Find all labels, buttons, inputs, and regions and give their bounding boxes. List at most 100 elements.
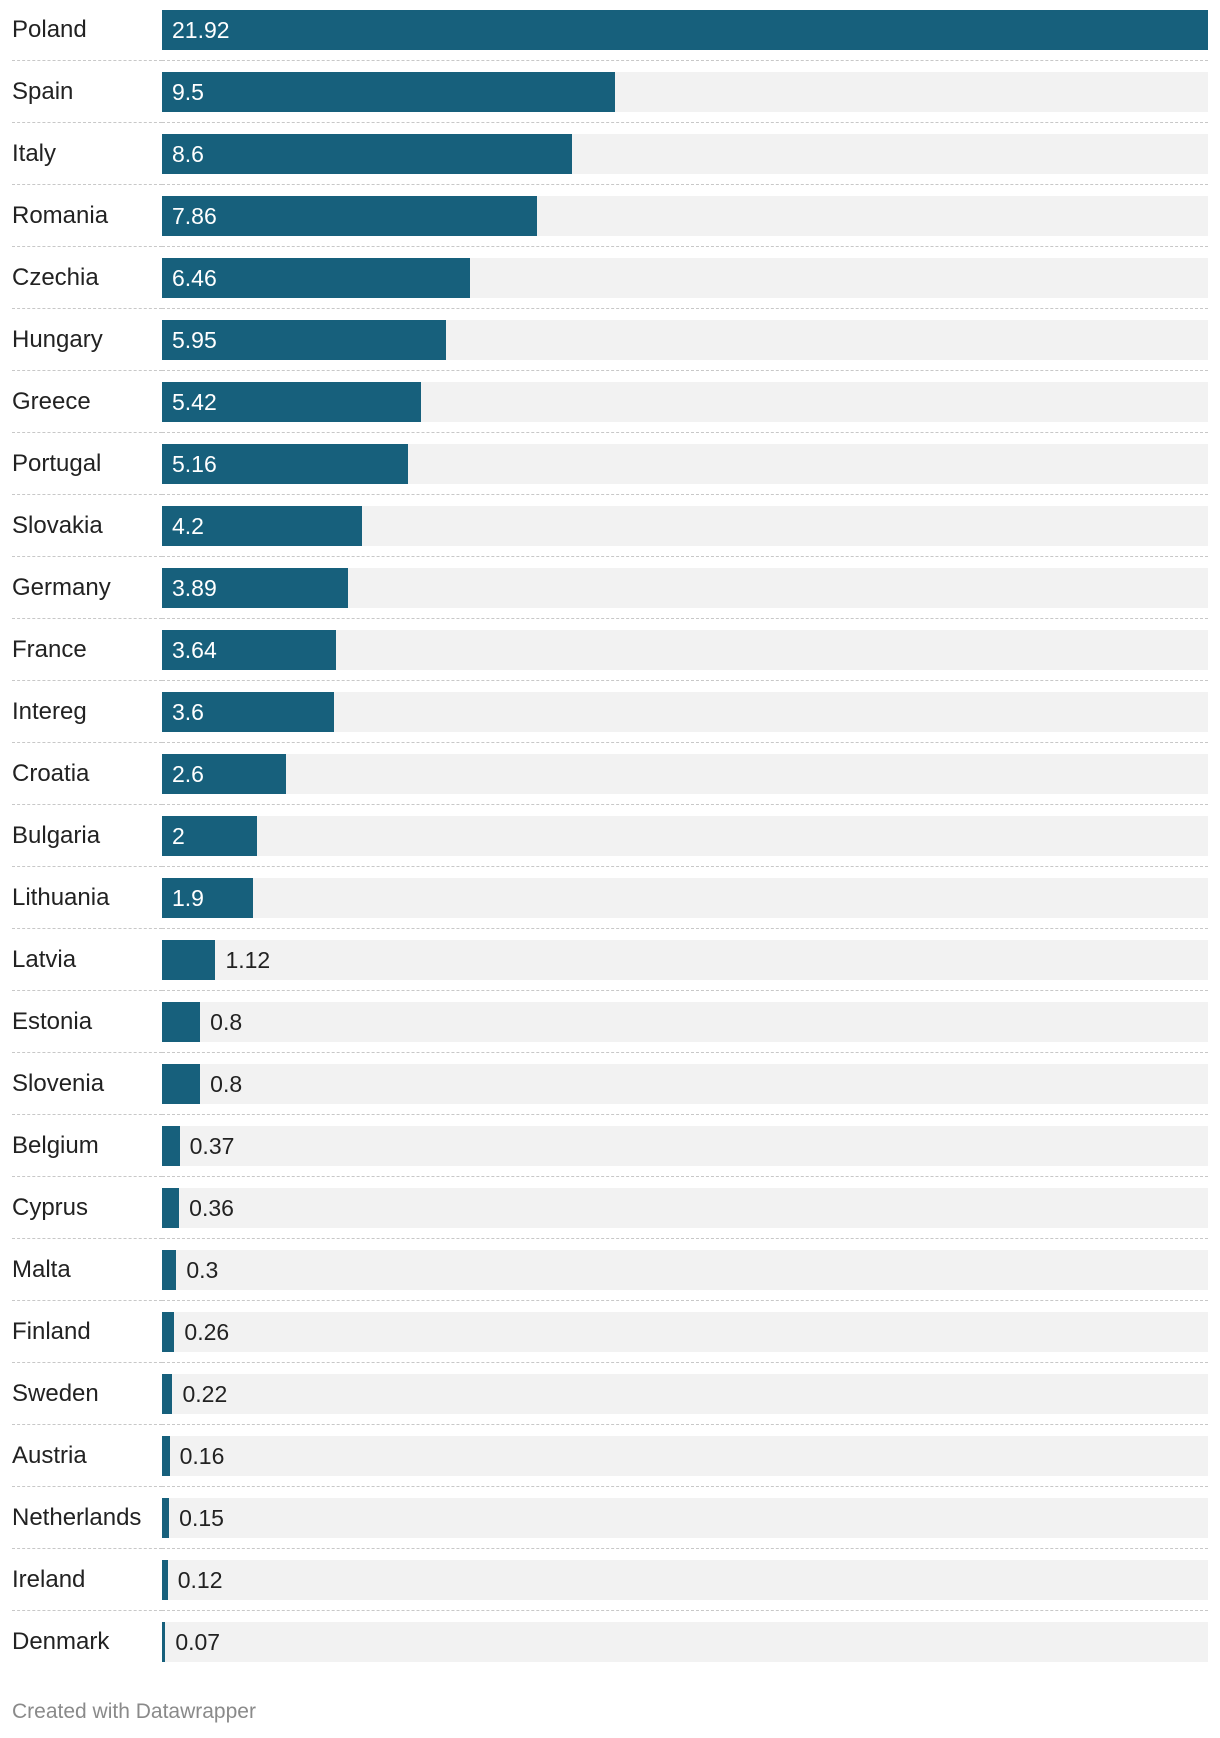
- value-label: 0.15: [179, 1505, 224, 1531]
- row-separator: [12, 1238, 162, 1239]
- value-label: 2: [172, 823, 185, 849]
- category-label: Malta: [12, 1256, 71, 1283]
- bar: [162, 72, 616, 112]
- row-separator: [12, 432, 162, 433]
- credit-text: Created with Datawrapper: [12, 1700, 256, 1723]
- row-separator: [162, 866, 1208, 867]
- bar-track: [162, 1064, 1208, 1104]
- bar-track: [162, 1374, 1208, 1414]
- category-label: Czechia: [12, 264, 99, 291]
- bar-track: [162, 1312, 1208, 1352]
- row-separator: [12, 1114, 162, 1115]
- bar-row: Hungary 5.95: [0, 320, 1220, 382]
- value-label: 1.9: [172, 885, 204, 911]
- value-label: 8.6: [172, 141, 204, 167]
- bar-row: Netherlands 0.15: [0, 1498, 1220, 1560]
- category-label: Hungary: [12, 326, 103, 353]
- row-separator: [12, 928, 162, 929]
- bar-row: Spain 9.5: [0, 72, 1220, 134]
- row-separator: [162, 1114, 1208, 1115]
- row-separator: [12, 618, 162, 619]
- row-separator: [12, 742, 162, 743]
- value-label: 0.3: [186, 1257, 219, 1283]
- row-separator: [162, 556, 1208, 557]
- row-separator: [12, 1362, 162, 1363]
- category-label: Croatia: [12, 760, 90, 787]
- row-separator: [162, 1362, 1208, 1363]
- bar-row: Ireland 0.12: [0, 1560, 1220, 1622]
- row-separator: [162, 742, 1208, 743]
- bar-row: Belgium 0.37: [0, 1126, 1220, 1188]
- category-label: Slovenia: [12, 1070, 105, 1097]
- bar: [162, 1374, 173, 1414]
- bar-row: Slovakia 4.2: [0, 506, 1220, 568]
- category-label: Poland: [12, 16, 87, 43]
- bar-track: [162, 816, 1208, 856]
- row-separator: [162, 1238, 1208, 1239]
- bar-row: Germany 3.89: [0, 568, 1220, 630]
- row-separator: [12, 1610, 162, 1611]
- category-label: Austria: [12, 1442, 87, 1469]
- bar-row: Italy 8.6: [0, 134, 1220, 196]
- category-label: Estonia: [12, 1008, 93, 1035]
- bar-track: [162, 1436, 1208, 1476]
- bar: [162, 196, 538, 236]
- value-label: 6.46: [172, 265, 217, 291]
- bar-track: [162, 1498, 1208, 1538]
- row-separator: [162, 1424, 1208, 1425]
- category-label: Intereg: [12, 698, 87, 725]
- row-separator: [162, 1486, 1208, 1487]
- row-separator: [12, 246, 162, 247]
- bar: [162, 630, 336, 670]
- bar-row: Cyprus 0.36: [0, 1188, 1220, 1250]
- value-label: 1.12: [225, 947, 271, 973]
- row-separator: [12, 60, 162, 61]
- bar-row: Bulgaria 2: [0, 816, 1220, 878]
- bar-row: Latvia 1.12: [0, 940, 1220, 1002]
- category-label: Greece: [12, 388, 91, 415]
- bar: [162, 940, 216, 980]
- bar-row: Estonia 0.8: [0, 1002, 1220, 1064]
- value-label: 0.16: [179, 1443, 225, 1469]
- value-label: 3.89: [172, 575, 217, 601]
- bar-track: [162, 940, 1208, 980]
- bar-row: Intereg 3.6: [0, 692, 1220, 754]
- bar-row: Croatia 2.6: [0, 754, 1220, 816]
- category-label: Finland: [12, 1318, 91, 1345]
- category-label: Denmark: [12, 1628, 110, 1655]
- value-label: 2.6: [172, 761, 204, 787]
- bar-track: [162, 754, 1208, 794]
- bar: [162, 1560, 168, 1600]
- row-separator: [12, 680, 162, 681]
- value-label: 0.36: [189, 1195, 234, 1221]
- bar-row: Czechia 6.46: [0, 258, 1220, 320]
- bar: [162, 444, 409, 484]
- row-separator: [162, 1548, 1208, 1549]
- value-label: 4.2: [172, 513, 204, 539]
- bar-track: [162, 878, 1208, 918]
- row-separator: [162, 122, 1208, 123]
- bar-track: [162, 692, 1208, 732]
- row-separator: [12, 308, 162, 309]
- bar-track: [162, 1188, 1208, 1228]
- value-label: 7.86: [172, 203, 217, 229]
- bar: [162, 1064, 201, 1104]
- bar: [162, 878, 253, 918]
- bar-row: Romania 7.86: [0, 196, 1220, 258]
- row-separator: [162, 246, 1208, 247]
- bar-row: Greece 5.42: [0, 382, 1220, 444]
- bar-track: [162, 1560, 1208, 1600]
- row-separator: [162, 432, 1208, 433]
- value-label: 3.6: [172, 699, 204, 725]
- row-separator: [162, 618, 1208, 619]
- category-label: Lithuania: [12, 884, 110, 911]
- category-label: Cyprus: [12, 1194, 89, 1221]
- category-label: Belgium: [12, 1132, 99, 1159]
- category-label: Latvia: [12, 946, 77, 973]
- bar-row: Portugal 5.16: [0, 444, 1220, 506]
- bar: [162, 258, 471, 298]
- bar: [162, 320, 446, 360]
- bar-row: Denmark 0.07: [0, 1622, 1220, 1684]
- bar: [162, 754, 287, 794]
- value-label: 0.26: [184, 1319, 230, 1345]
